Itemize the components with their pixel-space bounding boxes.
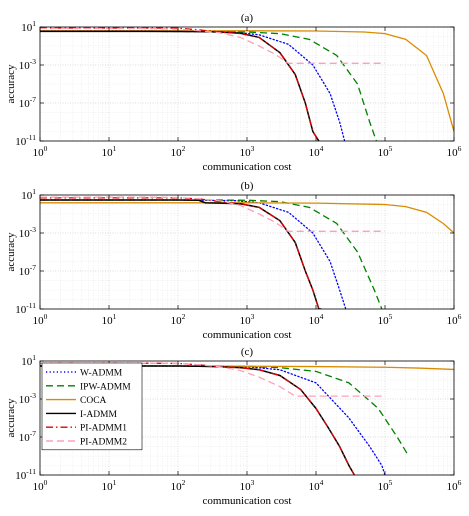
y-axis-label: accuracy — [5, 232, 17, 272]
x-axis-label: communication cost — [203, 161, 292, 173]
grid — [39, 194, 455, 310]
x-tick-label: 106 — [447, 478, 462, 493]
panel-a: 100 101 102 103 104 105 106 101 10-3 10-7 10-11 (a)… — [5, 12, 462, 173]
grid — [39, 26, 455, 142]
y-tick-label: 101 — [21, 187, 36, 202]
plot-frame — [39, 194, 455, 310]
x-tick-label: 103 — [240, 478, 255, 493]
panel-c: 100 101 102 103 104 105 106 101 10-3 10-7 10-11 (c)… — [5, 346, 462, 507]
series-i-admm — [40, 30, 320, 141]
y-tick-label: 10-7 — [19, 429, 36, 444]
panel-title: (b) — [241, 180, 254, 192]
series-pi-admm2 — [40, 362, 385, 397]
x-tick-label: 100 — [33, 478, 48, 493]
series-i-admm — [40, 365, 356, 475]
y-tick-label: 10-11 — [15, 467, 36, 482]
x-axis-label: communication cost — [203, 495, 292, 507]
x-axis-label: communication cost — [203, 329, 292, 341]
panel-title: (c) — [241, 346, 254, 358]
series-pi-admm2 — [40, 27, 385, 64]
y-tick-label: 101 — [21, 19, 36, 34]
x-tick-label: 103 — [240, 144, 255, 159]
x-tick-label: 101 — [102, 478, 117, 493]
series-coca — [40, 202, 454, 234]
y-tick-label: 10-11 — [15, 133, 36, 148]
x-tick-label: 105 — [378, 144, 393, 159]
legend-label: IPW-ADMM — [80, 382, 131, 392]
panel-b: 100 101 102 103 104 105 106 101 10-3 10-7 10-11 (b)… — [5, 180, 462, 341]
plot-frame — [39, 26, 455, 142]
x-tick-label: 106 — [447, 312, 462, 327]
x-tick-label: 103 — [240, 312, 255, 327]
series-coca — [40, 30, 454, 132]
legend-label: W-ADMM — [80, 369, 123, 379]
legend-label: PI-ADMM1 — [80, 424, 127, 434]
y-tick-label: 10-7 — [19, 95, 36, 110]
x-tick-label: 102 — [171, 478, 186, 493]
x-tick-label: 104 — [309, 312, 324, 327]
x-tick-label: 104 — [309, 144, 324, 159]
y-axis-label: accuracy — [5, 64, 17, 104]
x-tick-label: 102 — [171, 144, 186, 159]
series-pi-admm1 — [40, 27, 320, 141]
x-tick-label: 105 — [378, 312, 393, 327]
y-tick-label: 101 — [21, 353, 36, 368]
x-tick-label: 100 — [33, 312, 48, 327]
series-group — [40, 196, 454, 309]
legend: W-ADMM IPW-ADMM COCA I-ADMM PI-ADMM1 PI-ADMM2 — [41, 362, 143, 451]
x-tick-label: 101 — [102, 144, 117, 159]
y-tick-label: 10-3 — [19, 391, 36, 406]
x-tick-label: 105 — [378, 478, 393, 493]
series-pi-admm1 — [40, 197, 320, 309]
series-i-admm — [40, 199, 322, 309]
series-pi-admm2 — [40, 196, 385, 232]
y-axis-label: accuracy — [5, 398, 17, 438]
x-tick-label: 104 — [309, 478, 324, 493]
series-group — [40, 27, 454, 141]
panel-title: (a) — [241, 12, 254, 24]
x-tick-label: 100 — [33, 144, 48, 159]
x-tick-label: 102 — [171, 312, 186, 327]
y-tick-label: 10-11 — [15, 301, 36, 316]
x-tick-label: 106 — [447, 144, 462, 159]
legend-label: I-ADMM — [80, 410, 117, 420]
legend-box — [41, 362, 143, 451]
legend-label: PI-ADMM2 — [80, 438, 127, 448]
series-group — [40, 362, 454, 475]
x-tick-label: 101 — [102, 312, 117, 327]
grid — [39, 360, 455, 476]
y-tick-label: 10-7 — [19, 263, 36, 278]
legend-label: COCA — [80, 396, 107, 406]
series-pi-admm1 — [40, 362, 355, 475]
y-tick-label: 10-3 — [19, 57, 36, 72]
y-tick-label: 10-3 — [19, 225, 36, 240]
